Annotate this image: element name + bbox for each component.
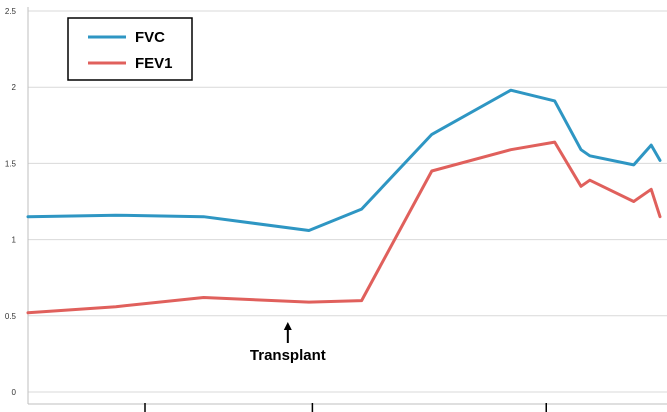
y-tick-label: 0.5 <box>5 312 17 321</box>
transplant-annotation: Transplant <box>250 322 326 364</box>
y-tick-label: 2 <box>12 83 17 92</box>
y-tick-label: 1 <box>12 236 17 245</box>
legend: FVC FEV1 <box>67 17 193 81</box>
legend-box <box>67 17 193 81</box>
legend-label-fvc: FVC <box>135 29 165 46</box>
transplant-arrow-head-icon <box>283 322 292 330</box>
grid-layer <box>28 10 667 393</box>
series-line-fev1 <box>26 140 662 315</box>
y-tick-label: 0 <box>12 388 17 397</box>
legend-label-fev1: FEV1 <box>135 55 173 72</box>
series-layer <box>26 88 662 315</box>
transplant-label: Transplant <box>250 347 326 364</box>
series-line-fvc <box>26 88 662 232</box>
y-tick-label: 2.5 <box>5 7 17 16</box>
axis-layer: 0 0.5 1 1.5 2 2.5 <box>5 7 667 412</box>
y-tick-label: 1.5 <box>5 159 17 168</box>
